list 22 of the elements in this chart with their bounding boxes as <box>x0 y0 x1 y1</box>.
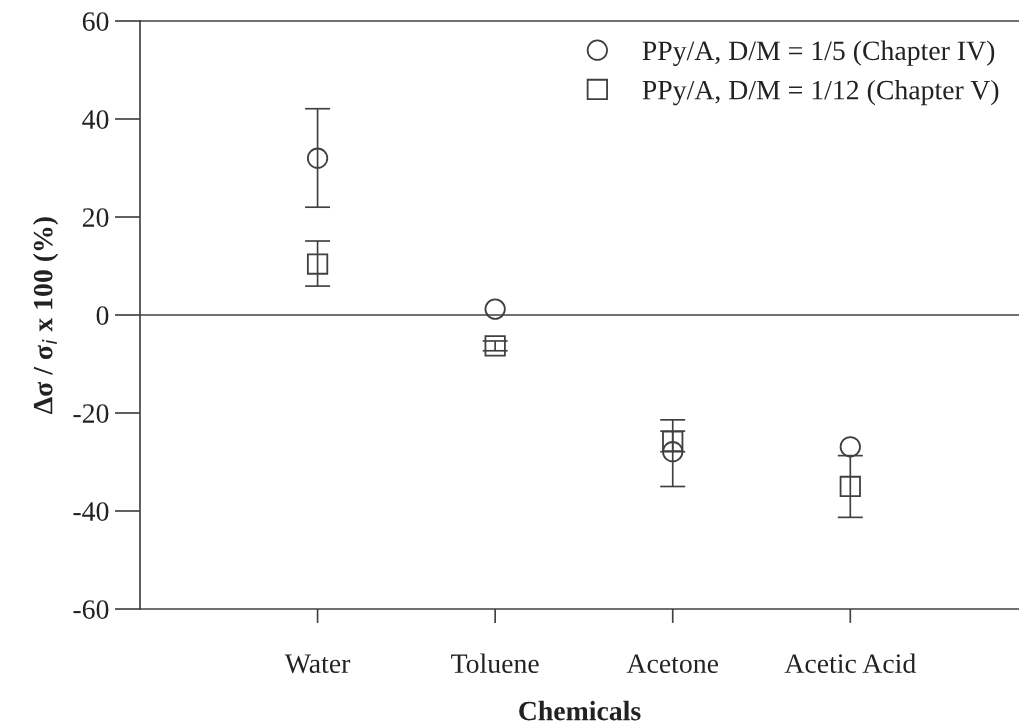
x-tick-label: Water <box>284 654 351 674</box>
x-tick-label: Acetic Acid <box>784 653 916 673</box>
legend-label: PPy/A, D/M = 1/5 (Chapter IV) <box>642 40 995 66</box>
y-tick-label: -60 <box>73 600 109 619</box>
point <box>662 441 684 463</box>
y-axis-title: Δσ / σ$_{i}$ x 100 (%) <box>32 217 59 414</box>
y-tick-label: -20 <box>73 404 109 423</box>
point <box>306 253 329 275</box>
point <box>306 147 329 169</box>
y-tick-label: -40 <box>73 502 109 521</box>
x-tick-label: Toluene <box>451 653 539 673</box>
y-tick-label: 60 <box>82 12 109 31</box>
y-tick-label: 20 <box>82 208 109 227</box>
y-tick-label: 0 <box>96 306 109 325</box>
y-tick-label: 40 <box>82 110 109 129</box>
legend-label: PPy/A, D/M = 1/12 (Chapter V) <box>642 79 999 106</box>
point <box>839 475 861 498</box>
point <box>484 335 506 357</box>
point <box>839 436 861 458</box>
x-tick-label: Acetone <box>626 654 719 673</box>
x-axis-title: Chemicals <box>519 700 641 721</box>
point <box>484 298 506 320</box>
